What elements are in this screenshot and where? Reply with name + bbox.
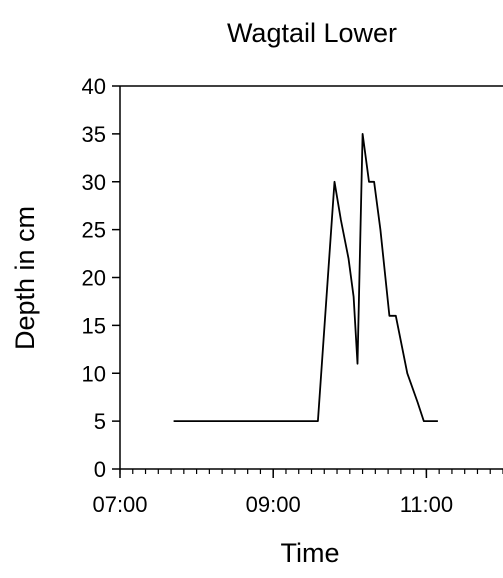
y-tick-labels: 0 5 10 15 20 25 30 35 40 <box>82 74 106 482</box>
y-tick-label: 25 <box>82 218 106 243</box>
axes <box>119 85 503 470</box>
series-line <box>173 132 438 423</box>
x-tick-label: 09:00 <box>246 492 301 517</box>
x-tick-labels: 07:00 09:00 11:00 <box>92 492 453 517</box>
x-tick-label: 11:00 <box>400 492 453 517</box>
x-tick-label: 07:00 <box>92 492 147 517</box>
y-tick-label: 20 <box>82 266 106 291</box>
series-group <box>173 132 438 423</box>
tick-marks <box>112 85 503 478</box>
y-axis-label: Depth in cm <box>10 206 40 350</box>
y-tick-label: 0 <box>94 457 106 482</box>
y-tick-label: 40 <box>82 74 106 99</box>
y-tick-label: 35 <box>82 122 106 147</box>
x-axis-label: Time <box>281 538 340 568</box>
y-tick-label: 30 <box>82 170 106 195</box>
y-tick-label: 15 <box>82 313 106 338</box>
chart-title: Wagtail Lower <box>227 18 397 48</box>
y-tick-label: 5 <box>94 409 106 434</box>
y-tick-label: 10 <box>82 361 106 386</box>
